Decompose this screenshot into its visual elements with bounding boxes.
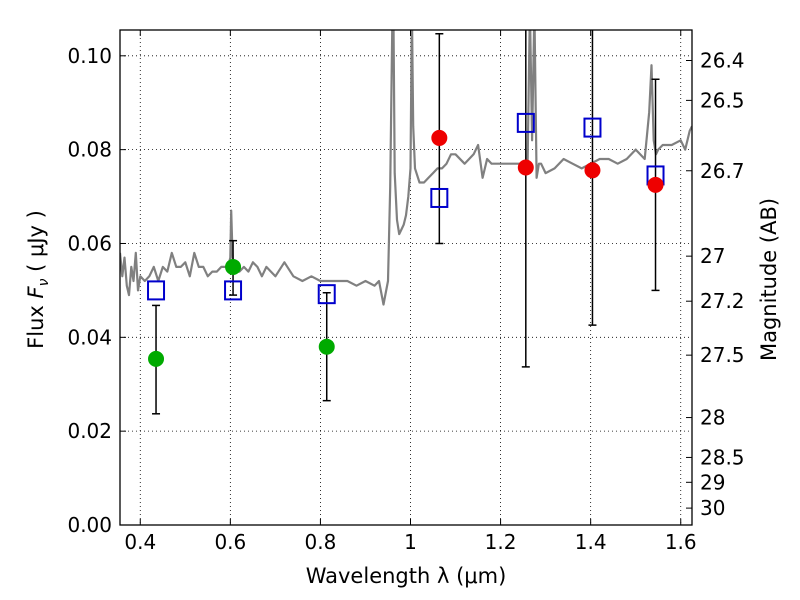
y-tick-label: 0.08 — [67, 138, 112, 162]
grid — [120, 30, 692, 526]
x-axis-label: Wavelength λ (μm) — [306, 564, 507, 588]
right-tick-label: 26.5 — [700, 88, 745, 112]
plot-frame — [119, 29, 693, 526]
y-axis-label: Flux Fν ( μJy ) — [24, 210, 52, 349]
x-tick-label: 0.8 — [305, 530, 337, 554]
right-tick-label: 27.5 — [700, 343, 745, 367]
x-tick-label: 1.4 — [575, 530, 607, 554]
model-square — [317, 284, 336, 305]
green-point — [148, 350, 165, 367]
red-point — [647, 176, 664, 193]
right-tick-label: 27 — [700, 244, 725, 268]
green-point — [318, 338, 335, 355]
model-square — [430, 187, 449, 208]
right-tick-label: 28 — [700, 406, 725, 430]
template-line — [120, 30, 692, 306]
x-tick-label: 1 — [404, 530, 417, 554]
model-square — [516, 112, 535, 133]
template-spectrum — [120, 30, 692, 306]
y-tick-label: 0.02 — [67, 419, 112, 443]
y-tick-label: 0.10 — [67, 44, 112, 68]
x-tick-label: 1.6 — [665, 530, 697, 554]
right-tick-label: 30 — [700, 496, 725, 520]
x-tick-label: 0.4 — [124, 530, 156, 554]
red-point — [584, 162, 601, 179]
x-tick-label: 0.6 — [214, 530, 246, 554]
axis-ticks: 0.4 0.6 0.8 1 1.2 1.4 1.6 0.00 0.02 0.04 0.06 0.08 0… — [67, 30, 745, 554]
y-tick-label: 0.00 — [67, 513, 112, 537]
model-square — [147, 280, 166, 301]
right-tick-label: 26.4 — [700, 48, 745, 72]
right-tick-label: 28.5 — [700, 445, 745, 469]
red-point — [431, 129, 448, 146]
red-point — [517, 159, 534, 176]
right-axis-label: Magnitude (AB) — [757, 198, 781, 361]
right-tick-label: 29 — [700, 470, 725, 494]
photometry-points — [148, 129, 664, 367]
x-tick-label: 1.2 — [485, 530, 517, 554]
y-tick-label: 0.04 — [67, 325, 112, 349]
model-square — [224, 280, 243, 301]
right-tick-label: 26.7 — [700, 159, 745, 183]
model-square — [583, 117, 602, 138]
green-point — [225, 258, 242, 275]
y-tick-label: 0.06 — [67, 231, 112, 255]
right-tick-label: 27.2 — [700, 289, 745, 313]
